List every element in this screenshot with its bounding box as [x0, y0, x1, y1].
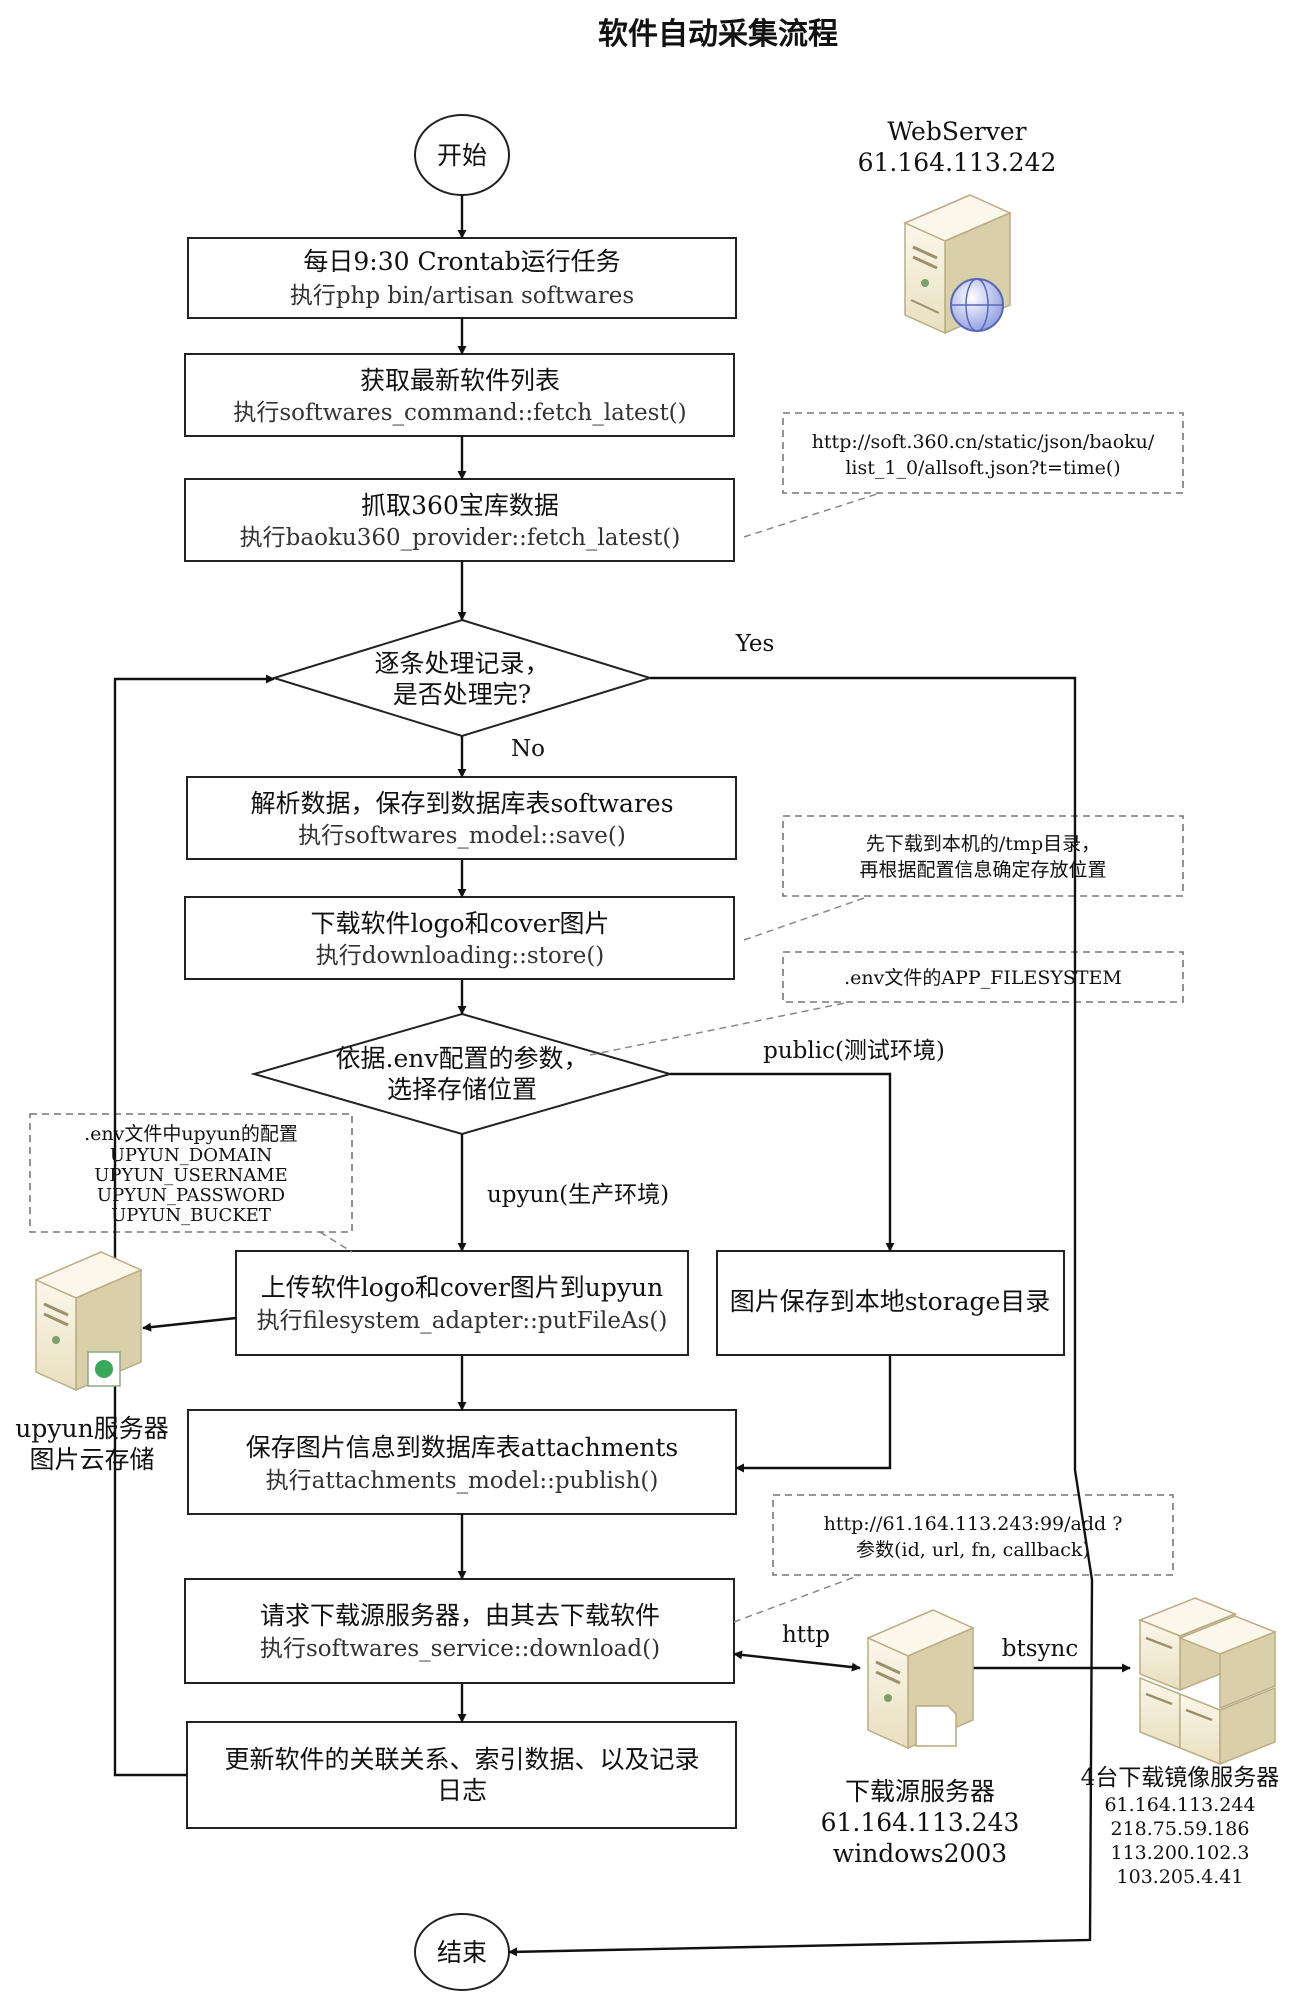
label-public: public(测试环境)	[763, 1038, 945, 1064]
mirror-server-ip-1: 61.164.113.244	[1104, 1794, 1255, 1816]
mirror-server-ip-2: 218.75.59.186	[1110, 1818, 1249, 1840]
webserver-ip: 61.164.113.242	[858, 148, 1057, 177]
arrow-yes-end	[508, 676, 1094, 1957]
step-upload-line2: 执行filesystem_adapter::putFileAs()	[257, 1308, 668, 1334]
arrow-upload-upyun	[142, 1316, 237, 1332]
note-env-fs: .env文件的APP_FILESYSTEM	[782, 951, 1184, 1003]
decision-storage: 依据.env配置的参数， 选择存储位置	[250, 1012, 674, 1136]
arrow-storage-local	[670, 1072, 895, 1252]
end-node: 结束	[414, 1913, 510, 1991]
note-upyun-conf-line2: UPYUN_DOMAIN	[110, 1145, 273, 1166]
note-env-fs-line1: .env文件的APP_FILESYSTEM	[844, 967, 1122, 989]
dash-add-api	[733, 1574, 861, 1623]
decision-loop: 逐条处理记录， 是否处理完?	[270, 618, 654, 738]
download-server-line2: 61.164.113.243	[821, 1808, 1020, 1837]
note-upyun-conf: .env文件中upyun的配置 UPYUN_DOMAIN UPYUN_USERN…	[29, 1113, 353, 1233]
note-upyun-conf-line4: UPYUN_PASSWORD	[97, 1185, 285, 1206]
dash-baoku	[743, 492, 881, 538]
step-request-line2: 执行softwares_service::download()	[260, 1636, 660, 1662]
mirror-servers-title: 4台下载镜像服务器	[1081, 1765, 1280, 1791]
arrow-local-attach	[735, 1355, 892, 1473]
webserver-name: WebServer	[887, 117, 1026, 146]
note-upyun-conf-line3: UPYUN_USERNAME	[94, 1165, 288, 1186]
step-fetch-line1: 获取最新软件列表	[360, 366, 560, 395]
step-baoku-line2: 执行baoku360_provider::fetch_latest()	[240, 525, 681, 551]
note-upyun-conf-line1: .env文件中upyun的配置	[84, 1123, 298, 1145]
download-server-line1: 下载源服务器	[845, 1777, 995, 1806]
step-parse: 解析数据，保存到数据库表softwares 执行softwares_model:…	[186, 776, 737, 860]
end-label: 结束	[437, 1938, 487, 1967]
upyun-server-group: upyun服务器 图片云存储	[15, 1251, 169, 1474]
dash-tmp	[743, 895, 871, 941]
note-baoku-url-line1: http://soft.360.cn/static/json/baoku/	[812, 431, 1155, 453]
step-request: 请求下载源服务器，由其去下载软件 执行softwares_service::do…	[184, 1578, 735, 1684]
decision-storage-line1: 依据.env配置的参数，	[336, 1044, 589, 1073]
mirror-server-ip-4: 103.205.4.41	[1117, 1866, 1244, 1888]
dash-upyun-conf	[319, 1231, 353, 1253]
mirror-servers-icon	[1137, 1597, 1278, 1766]
note-add-api-line1: http://61.164.113.243:99/add ?	[824, 1513, 1123, 1535]
step-attach-line1: 保存图片信息到数据库表attachments	[246, 1433, 678, 1462]
download-server-group: 下载源服务器 61.164.113.243 windows2003	[821, 1609, 1020, 1868]
step-request-line1: 请求下载源服务器，由其去下载软件	[260, 1601, 660, 1630]
note-upyun-conf-line5: UPYUN_BUCKET	[111, 1205, 271, 1226]
step-update-line2: 日志	[437, 1776, 487, 1805]
dash-env	[589, 1001, 851, 1056]
page-title: 软件自动采集流程	[598, 17, 838, 52]
step-attach-line2: 执行attachments_model::publish()	[266, 1468, 659, 1494]
arrow-loop-back	[113, 674, 275, 1777]
step-fetch-line2: 执行softwares_command::fetch_latest()	[233, 400, 686, 426]
step-cron-line1: 每日9:30 Crontab运行任务	[303, 247, 620, 276]
step-parse-line2: 执行softwares_model::save()	[298, 823, 626, 849]
decision-loop-line1: 逐条处理记录，	[374, 649, 549, 678]
step-baoku: 抓取360宝库数据 执行baoku360_provider::fetch_lat…	[184, 478, 735, 562]
step-fetch: 获取最新软件列表 执行softwares_command::fetch_late…	[184, 353, 735, 437]
step-upload-line1: 上传软件logo和cover图片到upyun	[261, 1273, 663, 1302]
webserver-icon	[903, 194, 1012, 335]
upyun-server-line1: upyun服务器	[15, 1414, 168, 1443]
label-btsync: btsync	[1002, 1636, 1078, 1662]
arrow-http	[733, 1650, 861, 1672]
step-upload: 上传软件logo和cover图片到upyun 执行filesystem_adap…	[235, 1250, 689, 1356]
label-http: http	[782, 1622, 830, 1648]
label-yes: Yes	[735, 631, 775, 657]
note-add-api: http://61.164.113.243:99/add ? 参数(id, ur…	[772, 1494, 1174, 1576]
step-parse-line1: 解析数据，保存到数据库表softwares	[250, 789, 673, 818]
mirror-servers-group: 4台下载镜像服务器 61.164.113.244 218.75.59.186 1…	[1081, 1597, 1280, 1888]
step-attach: 保存图片信息到数据库表attachments 执行attachments_mod…	[187, 1409, 737, 1515]
step-update-line1: 更新软件的关联关系、索引数据、以及记录	[224, 1745, 699, 1774]
note-baoku-url-line2: list_1_0/allsoft.json?t=time()	[845, 457, 1120, 479]
note-add-api-line2: 参数(id, url, fn, callback)	[856, 1539, 1090, 1561]
step-download-img: 下载软件logo和cover图片 执行downloading::store()	[184, 896, 735, 980]
label-upyun: upyun(生产环境)	[487, 1182, 669, 1208]
decision-loop-line2: 是否处理完?	[393, 680, 531, 709]
note-tmp-line2: 再根据配置信息确定存放位置	[859, 859, 1106, 881]
note-baoku-url: http://soft.360.cn/static/json/baoku/ li…	[782, 412, 1184, 494]
step-update: 更新软件的关联关系、索引数据、以及记录 日志	[186, 1721, 737, 1829]
download-server-line3: windows2003	[833, 1839, 1007, 1868]
label-no: No	[511, 736, 545, 762]
step-cron: 每日9:30 Crontab运行任务 执行php bin/artisan sof…	[187, 237, 737, 319]
decision-storage-line2: 选择存储位置	[387, 1075, 537, 1104]
step-download-img-line2: 执行downloading::store()	[316, 943, 605, 969]
webserver-group: WebServer 61.164.113.242	[858, 117, 1057, 335]
upyun-server-icon	[34, 1251, 143, 1392]
step-baoku-line1: 抓取360宝库数据	[361, 491, 559, 520]
mirror-server-ip-3: 113.200.102.3	[1110, 1842, 1249, 1864]
note-tmp: 先下载到本机的/tmp目录， 再根据配置信息确定存放位置	[782, 815, 1184, 897]
note-tmp-line1: 先下载到本机的/tmp目录，	[866, 833, 1100, 855]
step-download-img-line1: 下载软件logo和cover图片	[310, 909, 609, 938]
start-label: 开始	[437, 141, 487, 170]
step-local-line1: 图片保存到本地storage目录	[730, 1287, 1051, 1316]
start-node: 开始	[414, 114, 510, 196]
step-cron-line2: 执行php bin/artisan softwares	[290, 283, 634, 309]
step-local: 图片保存到本地storage目录	[716, 1250, 1065, 1356]
download-server-icon	[866, 1609, 975, 1750]
upyun-server-line2: 图片云存储	[29, 1445, 154, 1474]
